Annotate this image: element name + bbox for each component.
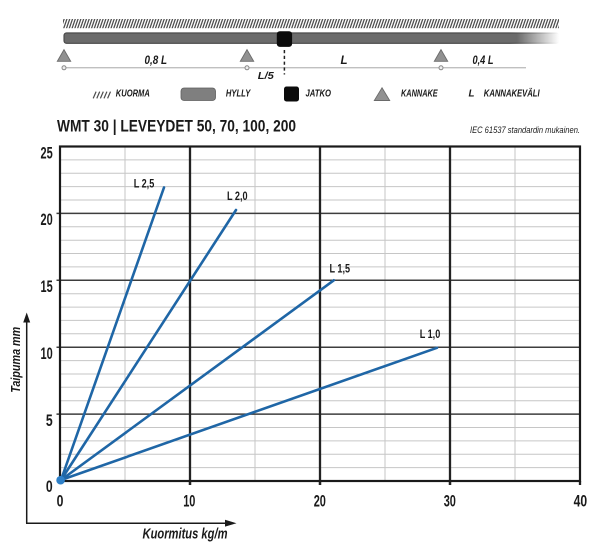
svg-text:L 1,0: L 1,0 bbox=[420, 327, 441, 341]
svg-text:Kuormitus kg/m: Kuormitus kg/m bbox=[143, 527, 228, 543]
svg-text:40: 40 bbox=[574, 493, 588, 511]
svg-text:L/5: L/5 bbox=[258, 70, 274, 82]
svg-text:JATKO: JATKO bbox=[306, 88, 332, 99]
svg-text:L 2,5: L 2,5 bbox=[134, 176, 155, 190]
svg-text:20: 20 bbox=[41, 211, 53, 229]
svg-text:KANNAKEVÄLI: KANNAKEVÄLI bbox=[484, 88, 540, 99]
svg-text:30: 30 bbox=[444, 493, 456, 511]
svg-text:KUORMA: KUORMA bbox=[116, 88, 150, 99]
svg-text:L: L bbox=[469, 88, 475, 99]
svg-text:0: 0 bbox=[57, 493, 64, 511]
svg-text:0,8 L: 0,8 L bbox=[145, 55, 168, 67]
svg-text:L: L bbox=[340, 55, 347, 67]
svg-text:0,4 L: 0,4 L bbox=[473, 55, 494, 67]
svg-text:L 1,5: L 1,5 bbox=[330, 261, 351, 275]
svg-text:10: 10 bbox=[41, 345, 53, 363]
svg-text:WMT 30 | LEVEYDET 50, 70, 100,: WMT 30 | LEVEYDET 50, 70, 100, 200 bbox=[57, 118, 296, 136]
svg-text:10: 10 bbox=[183, 493, 195, 511]
svg-text:0: 0 bbox=[46, 478, 53, 496]
svg-text:L 2,0: L 2,0 bbox=[227, 189, 248, 203]
svg-text:20: 20 bbox=[314, 493, 326, 511]
svg-text:KANNAKE: KANNAKE bbox=[401, 88, 438, 99]
svg-text:Taipuma mm: Taipuma mm bbox=[9, 327, 23, 393]
svg-text:IEC 61537 standardin mukainen.: IEC 61537 standardin mukainen. bbox=[470, 125, 580, 135]
svg-text:25: 25 bbox=[41, 145, 53, 163]
svg-text:5: 5 bbox=[46, 412, 53, 430]
svg-text:15: 15 bbox=[41, 278, 53, 296]
svg-text:HYLLY: HYLLY bbox=[226, 88, 252, 99]
